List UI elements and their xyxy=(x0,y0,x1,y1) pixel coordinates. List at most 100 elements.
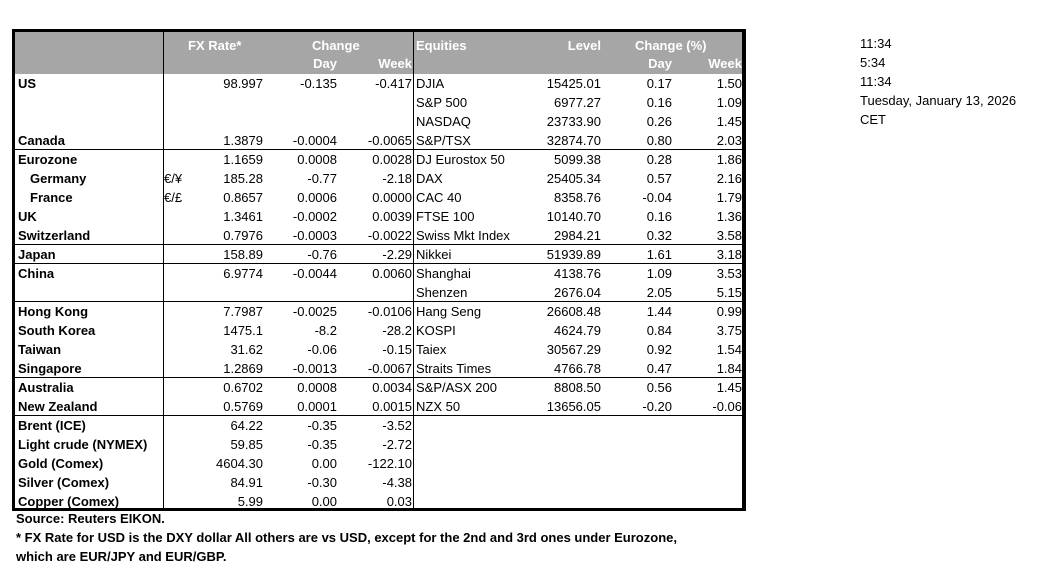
equity-change-week: 1.84 xyxy=(716,361,742,376)
table-row: Taiwan 31.62 -0.06 -0.15 Taiex 30567.29 0.92 1.… xyxy=(15,340,742,359)
table-row: Germany €/¥ 185.28 -0.77 -2.18 DAX 25405.34 0.5… xyxy=(15,169,742,188)
fx-change-day: -0.0025 xyxy=(292,304,337,319)
equity-level: 6977.27 xyxy=(554,95,601,110)
table-row: Light crude (NYMEX) 59.85 -0.35 -2.72 xyxy=(15,435,742,454)
equity-name: S&P 500 xyxy=(416,95,468,110)
equity-level: 4624.79 xyxy=(554,323,601,338)
fx-change-day: -0.0002 xyxy=(292,209,337,224)
fx-change-week: -0.0065 xyxy=(367,133,412,148)
fx-change-day: -8.2 xyxy=(314,323,337,338)
fx-rate: 31.62 xyxy=(230,342,263,357)
row-label: Copper (Comex) xyxy=(18,494,120,509)
row-label: South Korea xyxy=(18,323,96,338)
fx-change-week: 0.0015 xyxy=(372,399,412,414)
fx-rate-header: FX Rate* xyxy=(188,38,242,53)
fx-change-week: -122.10 xyxy=(367,456,412,471)
timezone: CET xyxy=(860,112,886,127)
equity-level: 32874.70 xyxy=(546,133,601,148)
cross-symbol: €/¥ xyxy=(164,171,183,186)
row-label: Silver (Comex) xyxy=(18,475,110,490)
change-pct-header: Change (%) xyxy=(635,38,707,53)
fx-change-day: -0.35 xyxy=(307,437,337,452)
table-row: S&P 500 6977.27 0.16 1.09 xyxy=(15,93,742,112)
row-label: China xyxy=(18,266,55,281)
time-3: 11:34 xyxy=(860,74,892,89)
equity-change-week: 2.16 xyxy=(716,171,742,186)
equity-change-week: 0.99 xyxy=(716,304,742,319)
fx-rate: 158.89 xyxy=(223,247,263,262)
fx-rate: 185.28 xyxy=(223,171,263,186)
level-header: Level xyxy=(567,38,601,53)
equity-name: S&P/TSX xyxy=(416,133,471,148)
fx-rate: 1475.1 xyxy=(223,323,263,338)
fx-rate: 59.85 xyxy=(230,437,263,452)
fx-rate: 1.2869 xyxy=(223,361,263,376)
equity-name: Taiex xyxy=(416,342,447,357)
fx-rate: 4604.30 xyxy=(216,456,263,471)
table-row: Canada 1.3879 -0.0004 -0.0065 S&P/TSX 32874.7… xyxy=(15,131,742,150)
equity-name: FTSE 100 xyxy=(416,209,475,224)
equity-change-day: 0.57 xyxy=(646,171,672,186)
equity-level: 23733.90 xyxy=(546,114,601,129)
fx-change-week: -28.2 xyxy=(382,323,412,338)
equity-level: 15425.01 xyxy=(546,76,601,91)
fx-change-day: -0.135 xyxy=(300,76,337,91)
table-row: Shenzen 2676.04 2.05 5.15 xyxy=(15,283,742,302)
equity-change-day: 0.80 xyxy=(646,133,672,148)
row-label: Switzerland xyxy=(18,228,91,243)
fx-change-day: -0.30 xyxy=(307,475,337,490)
equity-change-day: 0.16 xyxy=(646,209,672,224)
table-row: UK 1.3461 -0.0002 0.0039 FTSE 100 10140.70 0.1… xyxy=(15,207,742,226)
equity-change-week: 2.03 xyxy=(716,133,742,148)
equity-change-day: 1.44 xyxy=(646,304,672,319)
row-label: UK xyxy=(18,209,37,224)
equity-level: 8808.50 xyxy=(554,380,601,395)
cross-symbol: €/£ xyxy=(164,190,183,205)
equity-name: NASDAQ xyxy=(416,114,471,129)
fx-change-week: -2.18 xyxy=(382,171,412,186)
fx-rate: 84.91 xyxy=(230,475,263,490)
table-row: Switzerland 0.7976 -0.0003 -0.0022 Swiss Mkt… xyxy=(15,226,742,245)
row-label: Japan xyxy=(18,247,56,262)
equity-level: 13656.05 xyxy=(546,399,601,414)
table-row: France €/£ 0.8657 0.0006 0.0000 CAC 40 8358.76… xyxy=(15,188,742,207)
table-row: Copper (Comex) 5.99 0.00 0.03 xyxy=(15,492,742,511)
fx-change-week: -2.72 xyxy=(382,437,412,452)
equity-name: Straits Times xyxy=(416,361,492,376)
equity-name: Nikkei xyxy=(416,247,452,262)
equity-level: 2676.04 xyxy=(554,285,601,300)
fx-change-week: 0.0060 xyxy=(372,266,412,281)
equity-change-week: 3.75 xyxy=(716,323,742,338)
equity-level: 5099.38 xyxy=(554,152,601,167)
equity-change-week: 1.50 xyxy=(716,76,742,91)
equity-change-week: 3.58 xyxy=(716,228,742,243)
equity-change-day: 0.28 xyxy=(646,152,672,167)
equity-day-header: Day xyxy=(648,56,672,71)
equity-name: Shanghai xyxy=(416,266,471,281)
equity-name: CAC 40 xyxy=(416,190,462,205)
table-row: Australia 0.6702 0.0008 0.0034 S&P/ASX 200 88… xyxy=(15,377,742,397)
equity-name: Hang Seng xyxy=(416,304,482,319)
row-label: Brent (ICE) xyxy=(18,418,86,433)
fx-change-day: 0.0008 xyxy=(297,380,337,395)
equity-change-day: 0.26 xyxy=(646,114,672,129)
day-header: Day xyxy=(313,56,337,71)
fx-change-week: -0.15 xyxy=(382,342,412,357)
equity-change-day: 1.09 xyxy=(646,266,672,281)
equity-level: 2984.21 xyxy=(554,228,601,243)
equity-change-day: 0.16 xyxy=(646,95,672,110)
fx-rate: 6.9774 xyxy=(223,266,263,281)
source-note: Source: Reuters EIKON. xyxy=(16,511,165,526)
equities-header: Equities xyxy=(416,38,467,53)
table-row: NASDAQ 23733.90 0.26 1.45 xyxy=(15,112,742,131)
equity-change-day: 0.84 xyxy=(646,323,672,338)
row-label: Eurozone xyxy=(18,152,78,167)
equity-change-week: 1.86 xyxy=(716,152,742,167)
fx-rate: 0.6702 xyxy=(223,380,263,395)
label-column-divider xyxy=(163,32,164,508)
fx-change-week: -2.29 xyxy=(382,247,412,262)
equity-level: 26608.48 xyxy=(546,304,601,319)
equity-change-day: 0.92 xyxy=(646,342,672,357)
fx-equity-divider xyxy=(413,32,414,508)
equity-name: S&P/ASX 200 xyxy=(416,380,497,395)
